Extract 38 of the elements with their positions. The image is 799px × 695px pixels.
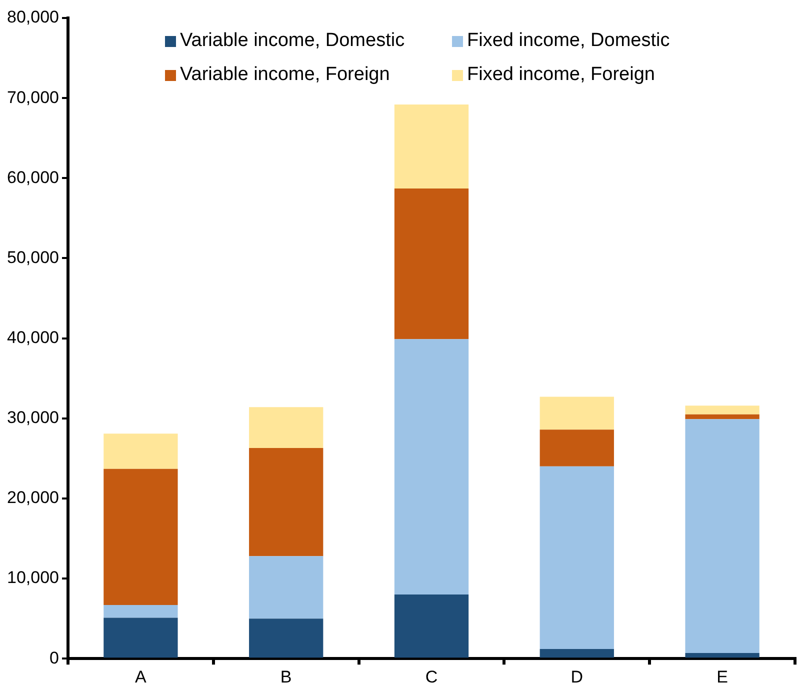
y-tick-label: 50,000 [6, 248, 59, 267]
x-tick-label: D [570, 667, 584, 686]
bar [394, 594, 469, 658]
y-tick-label: 30,000 [6, 408, 59, 428]
y-tick-label: 0 [50, 648, 59, 668]
y-tick-label: 80,000 [6, 8, 59, 27]
legend-label: Fixed income, Foreign [467, 64, 655, 86]
bar [394, 339, 469, 595]
bar [685, 406, 760, 414]
bar [685, 414, 760, 420]
y-tick-label: 60,000 [6, 168, 59, 187]
bar [104, 604, 178, 618]
bar [249, 618, 324, 658]
legend-label: Fixed income, Domestic [467, 30, 670, 52]
bar [540, 466, 614, 649]
bar [394, 104, 469, 189]
bar [540, 396, 614, 430]
bar [249, 556, 324, 619]
legend-label: Variable income, Foreign [180, 64, 390, 86]
y-tick-label: 20,000 [6, 488, 59, 508]
bar [685, 419, 760, 653]
y-tick-label: 10,000 [6, 568, 59, 588]
x-tick-label: C [425, 667, 438, 686]
y-tick-label: 70,000 [6, 88, 59, 107]
x-tick-label: B [280, 667, 292, 686]
legend-label: Variable income, Domestic [180, 30, 405, 52]
x-tick-label: A [135, 667, 148, 686]
bar [104, 468, 178, 605]
x-tick-label: E [716, 667, 728, 686]
y-tick-label: 40,000 [6, 328, 59, 347]
bar [249, 407, 324, 448]
bar [104, 618, 178, 658]
bar [685, 652, 760, 658]
bar [540, 648, 614, 658]
bar [540, 430, 614, 466]
bar [104, 434, 178, 469]
bar [249, 448, 324, 556]
bar [394, 188, 469, 340]
